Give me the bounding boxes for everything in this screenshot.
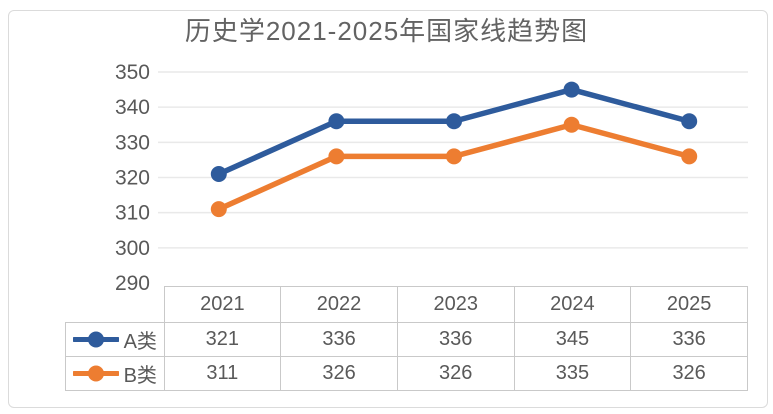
table-value-A类-2022: 336: [280, 322, 398, 357]
legend-line-marker-icon: [71, 365, 121, 382]
data-table-grid: 2021 2022 2023 2024 2025 A类 321 336 336 345 336 B类 3…: [65, 286, 748, 391]
year-column-header-2022: 2022: [280, 286, 398, 323]
data-marker-A类-2023: [446, 113, 462, 130]
y-axis-tick-310: 310: [115, 202, 150, 225]
data-marker-A类-2024: [563, 81, 580, 98]
data-marker-B类-2023: [446, 148, 462, 165]
y-axis-tick-330: 330: [115, 131, 150, 154]
legend-key-cell-B类: B类: [65, 356, 165, 391]
table-value-A类-2021: 321: [163, 322, 282, 357]
table-value-A类-2025: 336: [630, 322, 748, 357]
table-value-A类-2024: 345: [513, 322, 632, 357]
data-marker-A类-2025: [681, 113, 698, 130]
year-column-header-2021: 2021: [163, 286, 282, 323]
table-corner-blank-cell: [66, 287, 165, 323]
data-marker-B类-2022: [328, 148, 345, 165]
series-line-B类: [216, 122, 692, 212]
data-marker-A类-2022: [328, 113, 345, 130]
year-column-header-2024: 2024: [513, 286, 632, 323]
chart-title: 历史学2021-2025年国家线趋势图: [184, 16, 589, 46]
table-row-B类: B类 311 326 326 335 326: [65, 356, 748, 391]
data-marker-A类-2021: [210, 165, 227, 182]
table-row-A类: A类 321 336 336 345 336: [65, 322, 748, 357]
y-axis-tick-340: 340: [115, 96, 150, 119]
year-column-header-2025: 2025: [630, 286, 748, 323]
data-marker-B类-2024: [563, 116, 580, 133]
series-name-label: A类: [123, 331, 157, 353]
series-name-label: B类: [123, 365, 157, 387]
y-axis-tick-350: 350: [115, 61, 150, 84]
legend-line-marker-icon: [71, 331, 121, 348]
table-value-A类-2023: 336: [396, 322, 515, 357]
y-axis-tick-290: 290: [115, 272, 150, 295]
table-value-B类-2025: 326: [630, 356, 748, 391]
data-marker-B类-2025: [681, 148, 698, 165]
legend-key-cell-A类: A类: [65, 322, 165, 357]
table-value-B类-2022: 326: [280, 356, 398, 391]
year-column-header-2023: 2023: [396, 286, 515, 323]
table-value-B类-2024: 335: [513, 356, 632, 391]
table-value-B类-2021: 311: [163, 356, 282, 391]
chart-data-table: 2021 2022 2023 2024 2025 A类 321 336 336 345 336 B类 3…: [65, 286, 748, 391]
data-marker-B类-2021: [210, 201, 227, 218]
table-value-B类-2023: 326: [396, 356, 515, 391]
y-axis-tick-300: 300: [115, 237, 150, 260]
y-axis-tick-320: 320: [115, 167, 150, 190]
